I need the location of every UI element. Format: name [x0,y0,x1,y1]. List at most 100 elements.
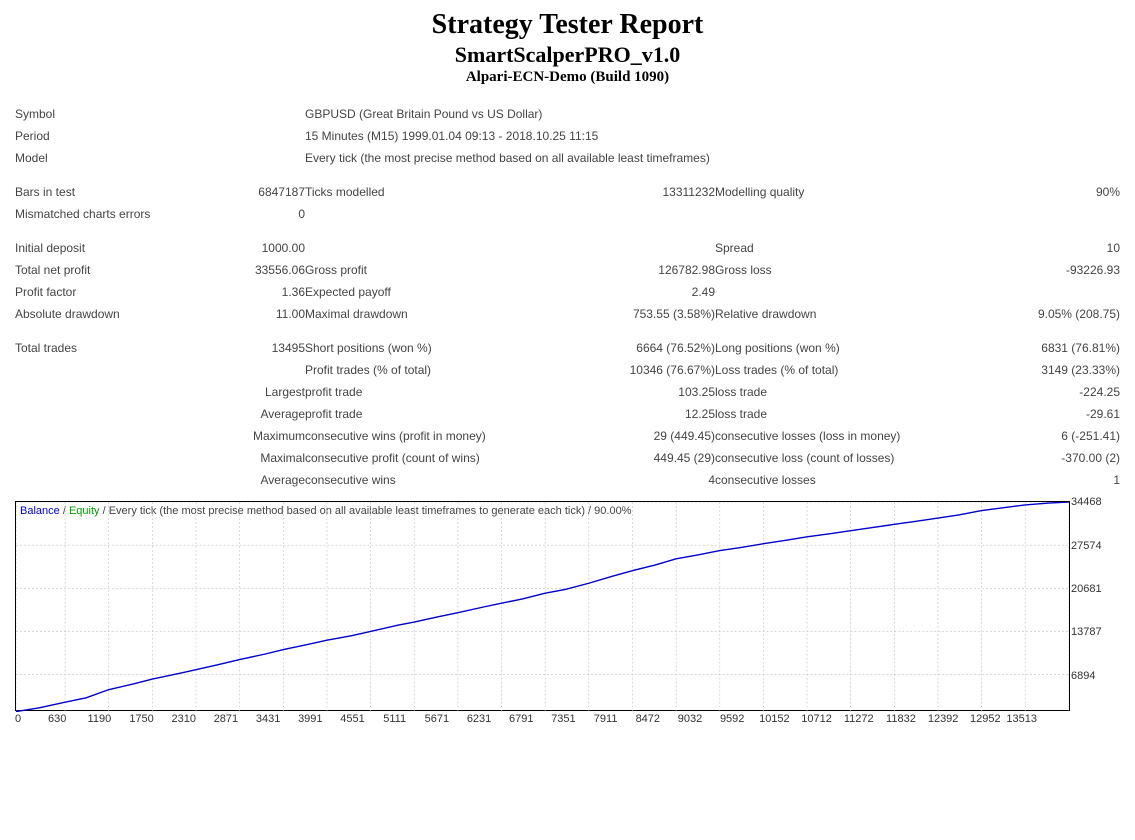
avg-profit-label: profit trade [305,403,565,425]
maxdd-value: 753.55 (3.58%) [565,303,715,325]
maximal-label: Maximal [215,447,305,469]
profittrades-value: 10346 (76.67%) [565,359,715,381]
absdd-label: Absolute drawdown [15,303,215,325]
maxl-consloss-label: consecutive loss (count of losses) [715,447,945,469]
average-label-1: Average [215,403,305,425]
totaltrades-value: 13495 [215,337,305,359]
maximum-label: Maximum [215,425,305,447]
largest-loss-label: loss trade [715,381,945,403]
chart-svg [16,502,1069,712]
avg-loss-value: -29.61 [945,403,1120,425]
quality-value: 90% [945,181,1120,203]
bars-value: 6847187 [215,181,305,203]
chart-x-axis: 0630119017502310287134313991455151115671… [15,713,1070,725]
losstrades-label: Loss trades (% of total) [715,359,945,381]
x-tick-label: 0 [15,713,36,725]
short-value: 6664 (76.52%) [565,337,715,359]
x-tick-label: 3431 [247,713,289,725]
max-conswins-value: 29 (449.45) [565,425,715,447]
quality-label: Modelling quality [715,181,945,203]
netprofit-value: 33556.06 [215,259,305,281]
largest-label: Largest [215,381,305,403]
largest-profit-value: 103.25 [565,381,715,403]
y-tick-label: 27574 [1071,540,1102,552]
title-build: Alpari-ECN-Demo (Build 1090) [15,69,1120,86]
y-tick-label: 13787 [1071,626,1102,638]
largest-loss-value: -224.25 [945,381,1120,403]
max-consloss-label: consecutive losses (loss in money) [715,425,945,447]
long-label: Long positions (won %) [715,337,945,359]
equity-chart: Balance / Equity / Every tick (the most … [15,501,1120,725]
x-tick-label: 630 [36,713,78,725]
max-consloss-value: 6 (-251.41) [945,425,1120,447]
maxl-consprofit-label: consecutive profit (count of wins) [305,447,565,469]
ticks-value: 13311232 [565,181,715,203]
x-tick-label: 10712 [795,713,837,725]
x-tick-label: 11272 [838,713,880,725]
largest-profit-label: profit trade [305,381,565,403]
totaltrades-label: Total trades [15,337,215,359]
avg-conswins-value: 4 [565,469,715,491]
profitfactor-label: Profit factor [15,281,215,303]
long-value: 6831 (76.81%) [945,337,1120,359]
x-tick-label: 6791 [500,713,542,725]
grossprofit-label: Gross profit [305,259,565,281]
x-tick-label: 7351 [542,713,584,725]
symbol-value: GBPUSD (Great Britain Pound vs US Dollar… [305,103,1120,125]
spread-label: Spread [715,237,945,259]
model-label: Model [15,147,215,169]
x-tick-label: 9592 [711,713,753,725]
expected-value: 2.49 [565,281,715,303]
avg-consloss-label: consecutive losses [715,469,945,491]
avg-loss-label: loss trade [715,403,945,425]
maxl-consloss-value: -370.00 (2) [945,447,1120,469]
x-tick-label: 1190 [78,713,120,725]
x-tick-label: 6231 [458,713,500,725]
profitfactor-value: 1.36 [215,281,305,303]
model-value: Every tick (the most precise method base… [305,147,1120,169]
x-tick-label: 12952 [964,713,1006,725]
reldd-value: 9.05% (208.75) [945,303,1120,325]
title-main: Strategy Tester Report [15,10,1120,41]
x-tick-label: 12392 [922,713,964,725]
initdep-label: Initial deposit [15,237,215,259]
spread-value: 10 [945,237,1120,259]
x-tick-label: 4551 [331,713,373,725]
mismatch-label: Mismatched charts errors [15,203,215,225]
x-tick-label: 2310 [163,713,205,725]
reldd-label: Relative drawdown [715,303,945,325]
period-value: 15 Minutes (M15) 1999.01.04 09:13 - 2018… [305,125,1120,147]
average-label-2: Average [215,469,305,491]
ticks-label: Ticks modelled [305,181,565,203]
maxl-consprofit-value: 449.45 (29) [565,447,715,469]
short-label: Short positions (won %) [305,337,565,359]
avg-profit-value: 12.25 [565,403,715,425]
period-label: Period [15,125,215,147]
grossloss-label: Gross loss [715,259,945,281]
bars-label: Bars in test [15,181,215,203]
y-tick-label: 6894 [1071,670,1095,682]
mismatch-value: 0 [215,203,305,225]
grossprofit-value: 126782.98 [565,259,715,281]
avg-consloss-value: 1 [945,469,1120,491]
x-tick-label: 11832 [880,713,922,725]
avg-conswins-label: consecutive wins [305,469,565,491]
x-tick-label: 5671 [416,713,458,725]
x-tick-label: 3991 [289,713,331,725]
x-tick-label: 10152 [753,713,795,725]
y-tick-label: 34468 [1071,496,1102,508]
x-tick-label: 1750 [120,713,162,725]
initdep-value: 1000.00 [215,237,305,259]
report-header: Strategy Tester Report SmartScalperPRO_v… [15,10,1120,85]
x-tick-label: 9032 [669,713,711,725]
x-tick-label: 8472 [627,713,669,725]
losstrades-value: 3149 (23.33%) [945,359,1120,381]
symbol-label: Symbol [15,103,215,125]
maxdd-label: Maximal drawdown [305,303,565,325]
expected-label: Expected payoff [305,281,565,303]
grossloss-value: -93226.93 [945,259,1120,281]
netprofit-label: Total net profit [15,259,215,281]
x-tick-label: 7911 [585,713,627,725]
x-tick-label: 5111 [374,713,416,725]
absdd-value: 11.00 [215,303,305,325]
